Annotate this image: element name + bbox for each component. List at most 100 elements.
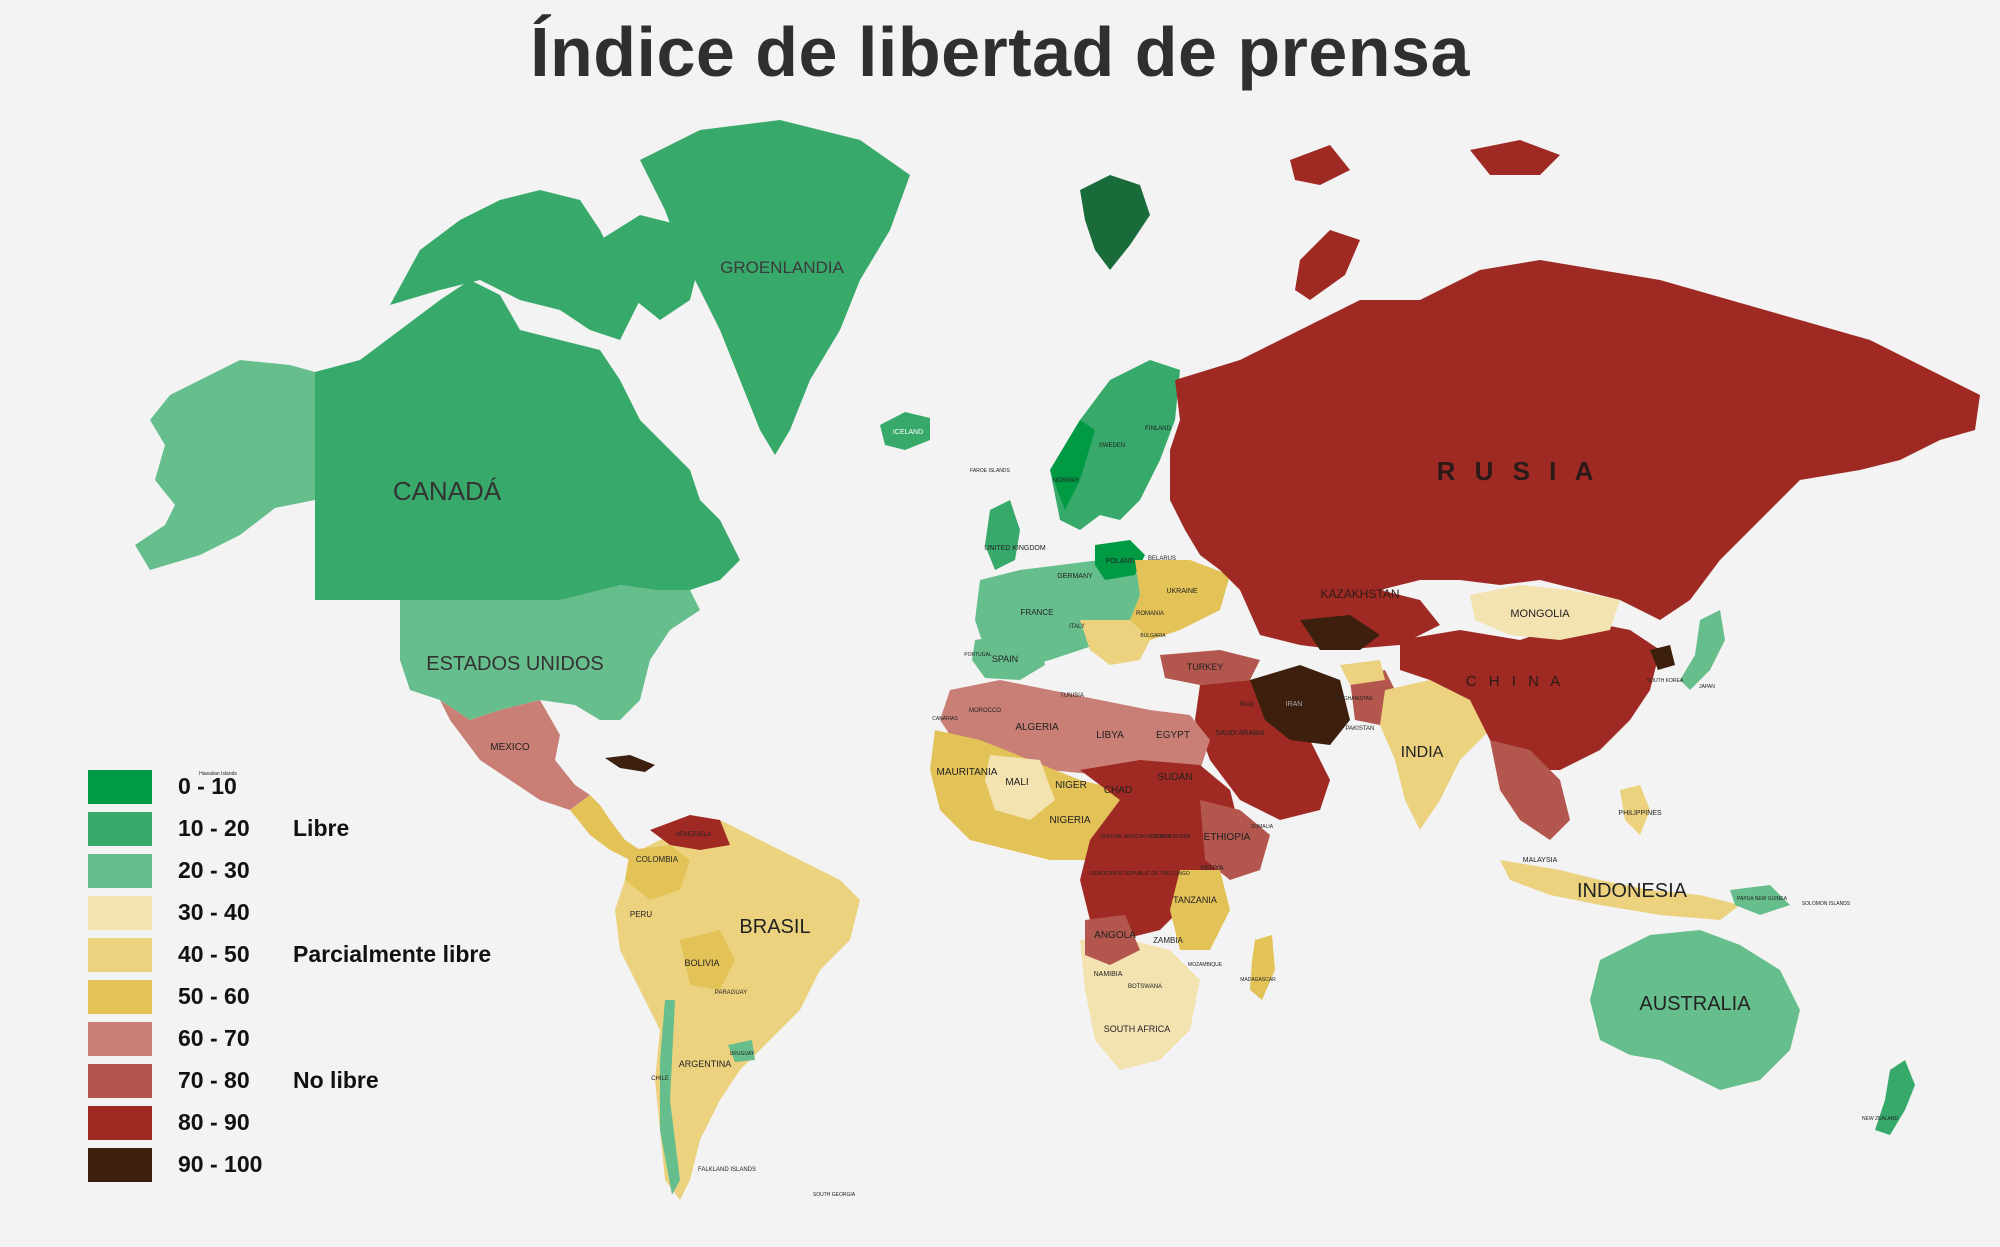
label-canada: CANADÁ: [393, 476, 502, 506]
label-colombia: COLOMBIA: [636, 855, 679, 864]
label-ethiopia: ETHIOPIA: [1204, 832, 1251, 843]
region-southern-africa: [1080, 940, 1200, 1070]
legend-label: 80 - 90: [178, 1109, 250, 1135]
label-south-sudan: SOUTH SUDAN: [1154, 834, 1191, 840]
legend-label: 70 - 80: [178, 1067, 250, 1093]
region-ethiopia: [1200, 800, 1270, 880]
legend-swatch: [88, 1148, 152, 1182]
legend-label: 20 - 30: [178, 857, 250, 883]
region-uzbek: [1300, 615, 1380, 650]
legend-swatch: [88, 980, 152, 1014]
label-groenlandia: GROENLANDIA: [720, 258, 844, 277]
label-niger: NIGER: [1055, 780, 1087, 791]
label-iran: IRAN: [1286, 701, 1303, 708]
label-zambia: ZAMBIA: [1153, 936, 1183, 945]
label-ukraine: UKRAINE: [1166, 588, 1197, 595]
region-canada-arctic: [390, 190, 640, 340]
label-uk: UNITED KINGDOM: [984, 545, 1046, 552]
label-falkland: FALKLAND ISLANDS: [698, 1167, 756, 1173]
label-tanzania: TANZANIA: [1173, 895, 1217, 905]
legend-swatch: [88, 812, 152, 846]
region-uruguay: [728, 1040, 755, 1062]
region-baffin: [600, 215, 700, 320]
region-canada: [315, 280, 740, 600]
region-china: [1400, 620, 1660, 770]
region-turkey: [1160, 650, 1260, 685]
label-hawaii: Hawaiian Islands: [199, 771, 237, 777]
region-east-africa: [1170, 870, 1230, 950]
region-bolivia: [680, 930, 735, 990]
legend-swatch: [88, 854, 152, 888]
region-new-zealand: [1875, 1060, 1915, 1135]
label-malaysia: MALAYSIA: [1523, 857, 1558, 864]
label-south-korea: SOUTH KOREA: [1647, 678, 1684, 684]
region-chile: [660, 1000, 680, 1195]
label-morocco: MOROCCO: [969, 708, 1001, 714]
label-afghanistan: AFGHANISTAN: [1337, 696, 1373, 702]
label-norway: NORWAY: [1053, 478, 1079, 484]
label-south-africa: SOUTH AFRICA: [1104, 1024, 1171, 1034]
label-belarus: BELARUS: [1148, 556, 1176, 562]
legend-label: 30 - 40: [178, 899, 250, 925]
legend-swatch: [88, 896, 152, 930]
region-mexico: [440, 700, 590, 810]
legend-swatch: [88, 1064, 152, 1098]
label-japan: JAPAN: [1699, 684, 1715, 690]
label-turkey: TURKEY: [1187, 662, 1224, 672]
label-finland: FINLAND: [1145, 426, 1171, 432]
label-germany: GERMANY: [1057, 573, 1093, 580]
region-scandinavia: [1050, 360, 1180, 530]
label-sudan: SUDAN: [1157, 772, 1192, 783]
label-canarias: CANARIAS: [932, 716, 958, 722]
label-kenya: KENYA: [1200, 865, 1224, 872]
label-mexico: MEXICO: [490, 742, 530, 753]
label-mongolia: MONGOLIA: [1510, 608, 1570, 620]
label-saudi: SAUDI ARABIA: [1216, 730, 1265, 737]
label-poland: POLAND: [1106, 558, 1135, 565]
label-papua: PAPUA NEW GUINEA: [1737, 896, 1788, 902]
label-paraguay: PARAGUAY: [715, 990, 747, 996]
label-algeria: ALGERIA: [1015, 722, 1059, 733]
region-png: [1730, 885, 1790, 915]
region-russia: [1170, 260, 1980, 620]
region-greenland: [640, 120, 910, 455]
region-alaska: [135, 360, 315, 570]
label-uruguay: URUGUAY: [730, 1051, 755, 1057]
label-brasil: BRASIL: [739, 916, 810, 938]
legend-label: 40 - 50: [178, 941, 250, 967]
label-angola: ANGOLA: [1094, 930, 1136, 941]
label-romania: ROMANIA: [1136, 611, 1164, 617]
region-russia-arctic: [1290, 140, 1560, 185]
label-south-georgia: SOUTH GEORGIA: [813, 1192, 856, 1198]
label-faroe: FAROE ISLANDS: [970, 468, 1010, 474]
legend-label: 60 - 70: [178, 1025, 250, 1051]
region-philippines: [1620, 785, 1650, 835]
label-argentina: ARGENTINA: [679, 1059, 732, 1069]
region-southeast-asia: [1490, 740, 1570, 840]
label-spain: SPAIN: [992, 654, 1018, 664]
label-nigeria: NIGERIA: [1049, 815, 1090, 826]
legend-category-partly: Parcialmente libre: [293, 941, 492, 967]
region-south-america: [615, 820, 860, 1200]
label-iraq: IRAQ: [1240, 702, 1255, 708]
region-novaya-zemlya: [1295, 230, 1360, 300]
region-east-europe: [1130, 560, 1230, 640]
label-pakistan: PAKISTAN: [1346, 726, 1375, 732]
legend-category-free: Libre: [293, 815, 350, 841]
region-mongolia: [1470, 585, 1620, 640]
region-north-korea: [1650, 645, 1675, 670]
region-uk: [985, 500, 1020, 570]
legend-label: 10 - 20: [178, 815, 250, 841]
legend-category-not-free: No libre: [293, 1067, 379, 1093]
region-balkans: [1080, 620, 1150, 665]
region-indonesia: [1500, 860, 1740, 920]
label-drc: DEMOCRATIC REPUBLIC OF THE CONGO: [1090, 871, 1190, 877]
label-china: C H I N A: [1466, 673, 1565, 690]
label-chad: CHAD: [1104, 785, 1132, 796]
label-mali: MALI: [1005, 777, 1028, 788]
label-mauritania: MAURITANIA: [937, 767, 998, 778]
region-madagascar: [1250, 935, 1275, 1000]
legend-swatch: [88, 1106, 152, 1140]
label-russia: R U S I A: [1437, 456, 1600, 486]
